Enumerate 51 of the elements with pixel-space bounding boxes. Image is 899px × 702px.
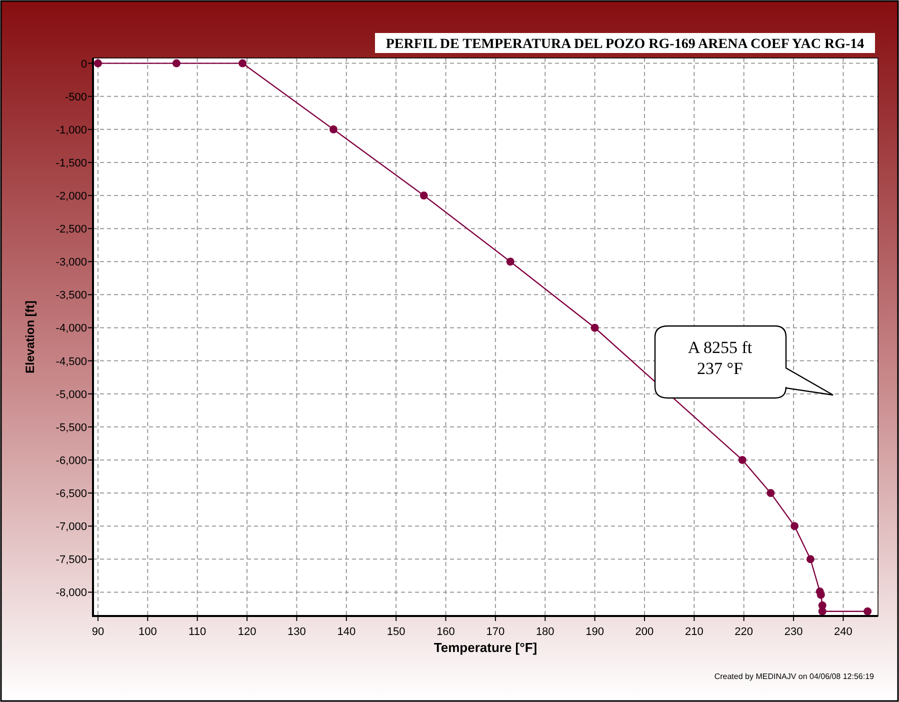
x-tick-label: 210 [684, 626, 704, 638]
point [590, 324, 599, 332]
y-tick-label: -7,000 [56, 521, 87, 534]
x-tick-label: 220 [734, 626, 754, 638]
x-tick-label: 90 [92, 626, 104, 638]
point [238, 59, 247, 68]
point [329, 125, 338, 134]
y-tick-label: -2,000 [56, 190, 87, 203]
x-tick-label: 240 [834, 626, 852, 638]
y-tick-label: -1,500 [56, 157, 87, 170]
y-axis-title: Elevation [ft] [23, 300, 37, 374]
x-tick-label: 170 [486, 626, 505, 638]
y-tick-label: -7,500 [56, 554, 87, 566]
chart-title: PERFIL DE TEMPERATURA DEL POZO RG-169 ARENA COEF YAC RG-14 [386, 37, 864, 52]
y-tick-label: -3,000 [56, 256, 87, 269]
x-tick-label: 160 [436, 626, 455, 638]
x-tick-label: 120 [238, 626, 256, 638]
y-tick-label: -500 [64, 91, 87, 104]
y-tick-label: -8,000 [56, 587, 87, 600]
point [172, 59, 180, 68]
x-tick-label: 230 [784, 626, 803, 638]
y-tick-label: -5,000 [56, 388, 87, 401]
x-tick-label: 130 [288, 626, 306, 638]
y-tick-label: -5,500 [56, 422, 87, 434]
point [738, 456, 746, 464]
y-tick-label: -2,500 [56, 224, 87, 236]
point [864, 607, 872, 616]
x-tick-label: 140 [337, 626, 356, 638]
text: Created by MEDINAJV on 04/06/08 12:56:19 [714, 672, 875, 681]
point [506, 258, 514, 266]
y-tick-label: -6,000 [56, 454, 87, 467]
y-tick-label: -3,500 [56, 290, 87, 302]
y-tick-label: -4,000 [56, 322, 87, 335]
y-tick-label: -4,500 [56, 356, 87, 368]
point [94, 59, 102, 68]
x-tick-label: 100 [138, 626, 157, 638]
point [790, 522, 799, 530]
x-tick-label: 200 [635, 626, 654, 638]
y-tick-label: 0 [80, 58, 87, 70]
x-tick-label: 150 [386, 626, 406, 638]
x-tick-label: 180 [536, 626, 554, 638]
point [420, 192, 428, 200]
point [766, 489, 775, 498]
y-tick-label: -1,000 [56, 124, 87, 136]
point [818, 607, 826, 616]
annotation: A 8255 ft 237 °F [688, 338, 752, 378]
x-axis-title: Temperature [°F] [434, 640, 538, 655]
point [806, 555, 814, 564]
y-tick-label: -6,500 [56, 488, 87, 500]
x-tick-label: 190 [586, 626, 604, 638]
x-tick-label: 110 [188, 626, 206, 638]
